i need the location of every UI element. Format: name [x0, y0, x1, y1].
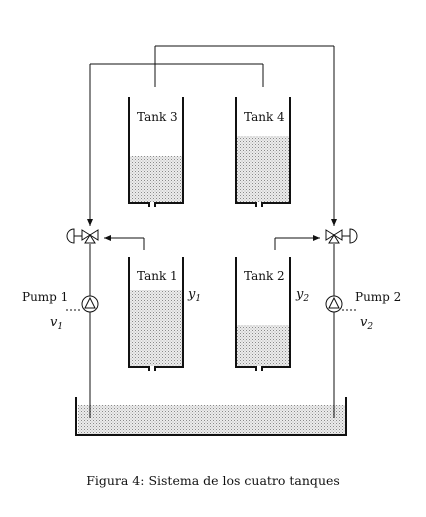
- reservoir: [75, 397, 347, 436]
- reservoir-water: [78, 405, 346, 434]
- tank-1-label: Tank 1: [137, 269, 178, 283]
- tank-1: Tank 1 y1: [128, 257, 201, 371]
- pump-1-icon: [81, 295, 99, 313]
- tank-2-label: Tank 2: [244, 269, 285, 283]
- tank-3-water: [130, 156, 182, 202]
- tank-4-water: [237, 136, 289, 202]
- tank-3-label: Tank 3: [137, 110, 178, 124]
- pump-2-input: v2: [360, 315, 373, 332]
- valve-left-icon: [66, 228, 99, 244]
- pump-1-input: v1: [50, 315, 63, 332]
- arrow-icon: [104, 235, 111, 241]
- tank-1-output: y1: [187, 287, 201, 304]
- arrow-icon: [313, 235, 320, 241]
- valve-right-icon: [325, 228, 358, 244]
- pump-2-label: Pump 2: [355, 290, 401, 304]
- arrow-icon: [331, 219, 337, 226]
- tank-4: Tank 4: [235, 97, 291, 207]
- tank-4-label: Tank 4: [244, 110, 285, 124]
- piping: [89, 45, 335, 418]
- pump-2-icon: [325, 295, 343, 313]
- tank-2-water: [237, 325, 289, 366]
- figure-caption: Figura 4: Sistema de los cuatro tanques: [86, 473, 340, 488]
- arrow-icon: [87, 219, 93, 226]
- tank-3: Tank 3: [128, 97, 184, 207]
- pump-1-label: Pump 1: [22, 290, 68, 304]
- pump-1: Pump 1 v1: [22, 290, 99, 332]
- tank-2-output: y2: [295, 287, 309, 304]
- flow-arrows: [87, 219, 337, 241]
- pump-2: Pump 2 v2: [325, 290, 401, 332]
- tank-2: Tank 2 y2: [235, 257, 309, 371]
- tank-1-water: [130, 290, 182, 366]
